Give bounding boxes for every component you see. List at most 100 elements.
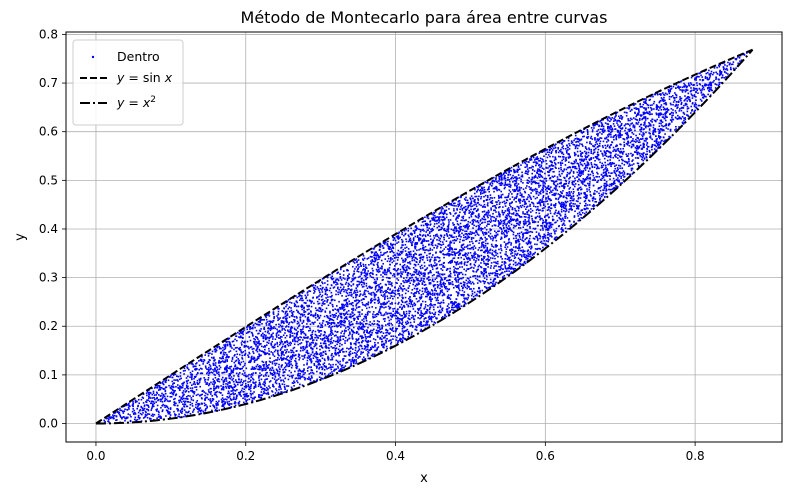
scatter-point [265,324,268,326]
scatter-point [428,298,431,301]
scatter-point [697,92,699,94]
scatter-point [222,383,225,386]
scatter-point [211,353,213,355]
scatter-point [678,116,681,118]
scatter-point [490,238,492,240]
scatter-point [606,169,609,172]
scatter-point [197,382,200,385]
scatter-point [429,259,431,262]
scatter-point [259,384,262,386]
scatter-point [119,414,122,417]
scatter-point [489,228,491,230]
scatter-point [423,240,425,243]
scatter-point [388,267,391,269]
scatter-point [617,150,620,152]
scatter-point [451,236,454,239]
scatter-point [436,235,439,237]
scatter-point [389,292,391,295]
scatter-point [467,220,470,223]
scatter-point [373,296,376,298]
scatter-point [447,275,450,278]
scatter-point [401,244,403,246]
scatter-point [350,347,353,349]
scatter-point [675,96,678,99]
scatter-point [657,116,660,118]
scatter-point [377,346,380,348]
scatter-point [214,382,216,384]
scatter-point [530,157,533,159]
scatter-point [307,305,309,308]
scatter-point [573,215,576,217]
scatter-point [587,170,590,172]
scatter-point [327,296,329,298]
scatter-point [321,291,324,293]
scatter-point [205,383,207,385]
scatter-point [401,339,404,341]
scatter-point [286,359,289,361]
scatter-point [689,82,692,84]
scatter-point [359,262,362,264]
scatter-point [553,162,556,164]
scatter-point [732,67,735,70]
scatter-point [420,297,422,300]
scatter-point [402,261,404,263]
scatter-point [392,251,395,254]
scatter-point [308,299,311,302]
scatter-point [549,169,552,172]
scatter-point [459,238,462,241]
scatter-point [369,348,372,351]
scatter-point [215,403,217,405]
scatter-point [662,113,664,116]
scatter-point [498,215,501,218]
scatter-point [583,200,586,203]
scatter-point [169,395,172,398]
scatter-point [539,173,541,176]
scatter-point [543,207,545,209]
scatter-point [397,290,399,293]
scatter-point [688,96,691,99]
scatter-point [349,294,351,296]
scatter-point [431,280,434,282]
scatter-point [530,178,533,181]
scatter-point [193,408,195,410]
scatter-point [524,250,526,253]
scatter-point [596,123,599,126]
scatter-point [290,349,292,352]
scatter-point [154,386,157,388]
scatter-point [413,231,416,233]
scatter-point [462,295,465,297]
scatter-point [621,172,624,174]
scatter-point [482,189,484,192]
scatter-point [644,112,647,114]
scatter-point [695,79,697,81]
scatter-point [531,190,534,192]
scatter-point [448,208,450,210]
scatter-point [411,276,413,279]
scatter-point [226,366,228,369]
scatter-point [625,153,628,156]
scatter-point [425,287,428,289]
scatter-point [590,163,593,166]
scatter-point [579,197,582,199]
scatter-point [484,191,487,193]
scatter-point [384,295,386,297]
scatter-point [448,261,451,263]
scatter-point [354,355,357,357]
scatter-point [421,315,423,317]
scatter-point [233,402,236,405]
scatter-point [496,273,498,275]
scatter-point [618,164,620,167]
scatter-point [484,251,486,254]
scatter-point [251,326,254,329]
scatter-point [364,269,367,272]
scatter-point [596,171,598,174]
scatter-point [487,242,489,245]
scatter-point [414,242,417,244]
scatter-point [446,225,449,228]
scatter-point [516,205,519,208]
scatter-point [396,269,399,271]
scatter-point [414,291,417,294]
scatter-point [418,239,420,242]
scatter-point [503,221,506,224]
scatter-point [288,342,290,345]
